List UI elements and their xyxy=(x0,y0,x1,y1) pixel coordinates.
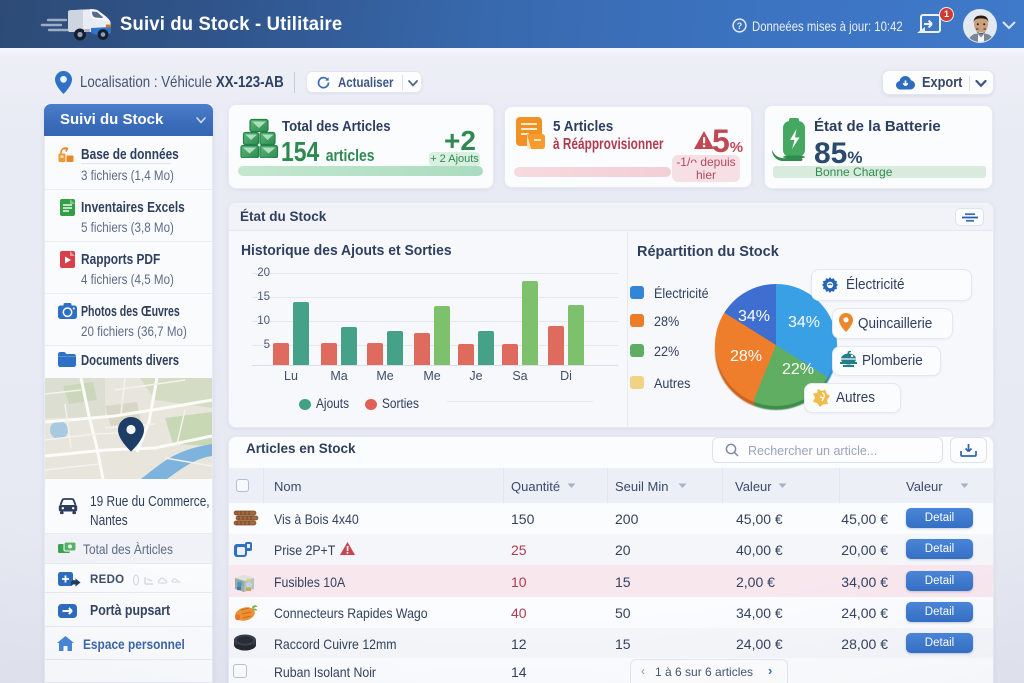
svg-text:?: ? xyxy=(737,21,743,31)
